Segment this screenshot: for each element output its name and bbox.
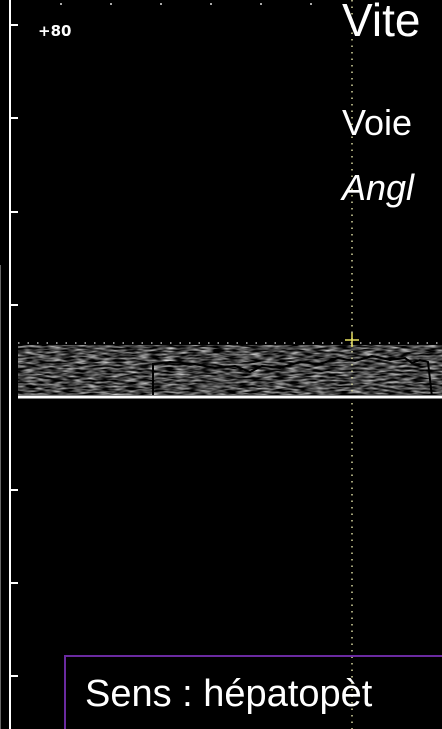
doppler-screen: +80 Vite Voie Angl Sens : hépatopèt xyxy=(0,0,442,729)
doppler-spectrum xyxy=(18,345,442,395)
page: +80 Vite Voie Angl Sens : hépatopèt (() … xyxy=(0,0,442,729)
panel-line: Angl xyxy=(340,167,415,208)
panel-line: Voie xyxy=(342,102,412,143)
flow-direction: Sens : hépatopèt xyxy=(85,673,373,715)
panel-title: Vite xyxy=(342,0,420,46)
scale-label: +80 xyxy=(38,22,71,40)
